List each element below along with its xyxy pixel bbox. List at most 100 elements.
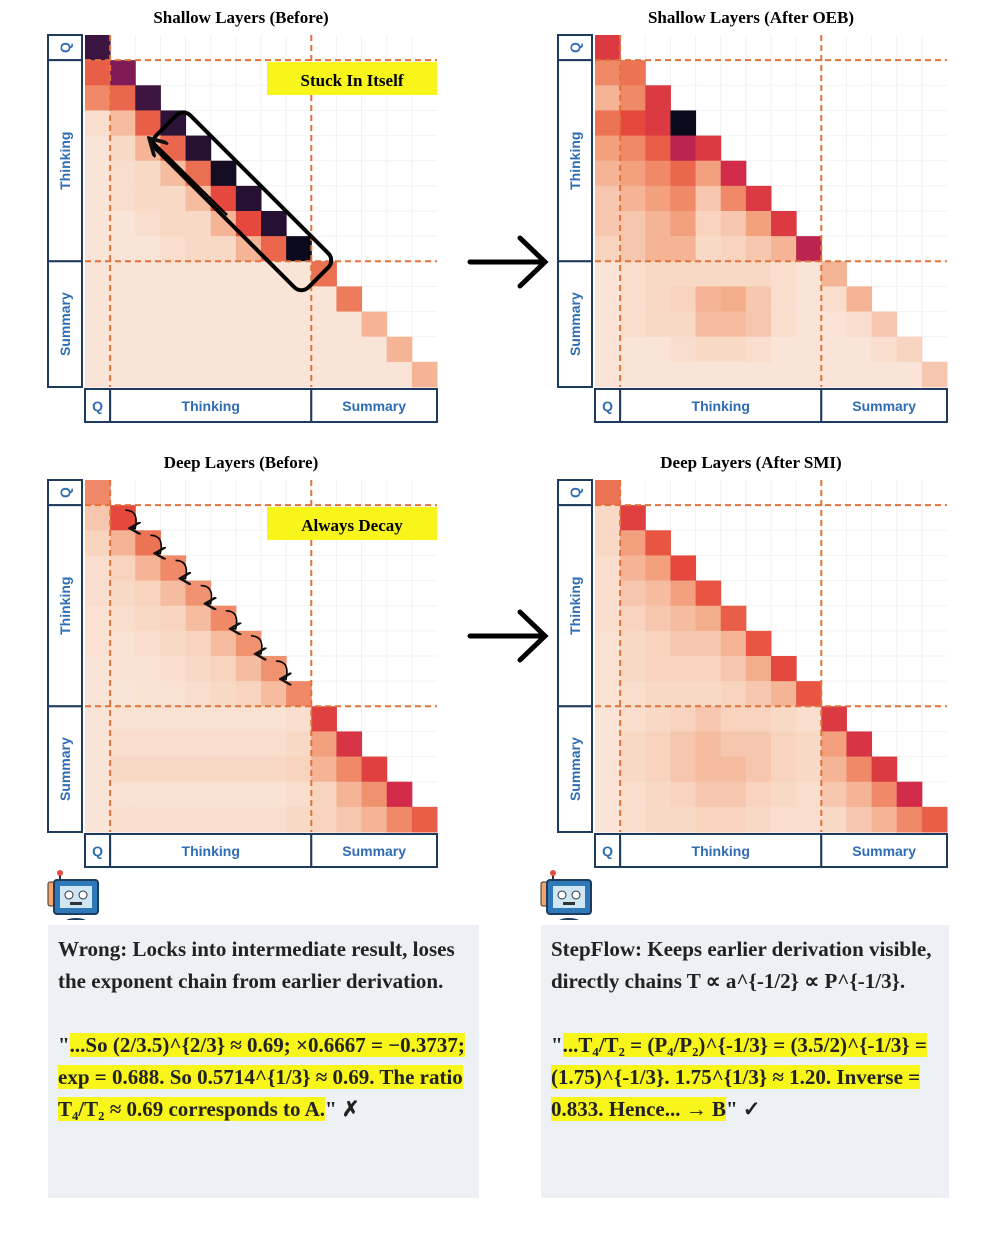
heat-cell: [286, 236, 312, 262]
heat-cell: [620, 605, 646, 632]
heat-cell: [745, 781, 772, 808]
col-label-box: [310, 833, 438, 868]
heat-cell: [210, 656, 237, 682]
heat-cell: [85, 336, 111, 363]
annotation-text: Stuck In Itself: [301, 71, 404, 90]
heat-cell: [695, 656, 722, 682]
heat-cell: [85, 806, 111, 833]
heat-cell: [160, 110, 187, 137]
heat-cell: [261, 656, 287, 682]
heat-cell: [135, 756, 161, 783]
heat-cell: [620, 85, 646, 111]
heat-cell: [745, 656, 772, 682]
heat-cell: [595, 236, 621, 262]
heat-cell: [645, 530, 671, 556]
row-label-box: [557, 59, 593, 263]
heat-cell: [286, 756, 312, 783]
heat-cell: [185, 236, 212, 262]
heat-cell: [620, 311, 646, 338]
heat-cell: [595, 580, 621, 607]
heat-cell: [261, 756, 287, 783]
heat-cell: [135, 236, 161, 262]
heat-cell: [595, 656, 621, 682]
highlight-outline: [151, 110, 334, 293]
col-label: Q: [602, 398, 613, 414]
col-label-box: [310, 388, 438, 423]
heat-cell: [261, 211, 287, 237]
heat-cell: [336, 361, 363, 388]
heat-cell: [645, 681, 671, 707]
heat-cell: [695, 211, 722, 237]
row-label-box: [557, 705, 593, 833]
heat-cell: [110, 756, 136, 783]
heat-cell: [620, 261, 646, 287]
col-label: Thinking: [692, 398, 750, 414]
heat-cell: [336, 311, 363, 338]
heat-cell: [620, 135, 646, 162]
decay-arrow: [200, 584, 212, 604]
heat-cell: [110, 656, 136, 682]
heat-cell: [210, 630, 237, 657]
heat-cell: [821, 361, 847, 388]
annotation-box: [267, 507, 437, 540]
row-label-box: [47, 705, 83, 833]
heat-cell: [311, 731, 337, 758]
heat-cell: [261, 311, 287, 338]
heat-cell: [85, 135, 111, 162]
heat-cell: [670, 806, 697, 833]
heat-cell: [135, 630, 161, 657]
heat-cell: [846, 336, 873, 363]
heat-cell: [871, 756, 898, 783]
heat-cell: [745, 630, 772, 657]
heat-cell: [670, 731, 697, 758]
heat-cell: [85, 756, 111, 783]
heat-cell: [110, 580, 136, 607]
heat-cell: [745, 211, 772, 237]
heat-cell: [235, 311, 262, 338]
col-label: Summary: [852, 843, 916, 859]
heat-cell: [261, 806, 287, 833]
heat-cell: [745, 236, 772, 262]
heat-cell: [620, 731, 646, 758]
heat-cell: [386, 361, 413, 388]
heat-cell: [645, 781, 671, 808]
heat-cell: [796, 681, 822, 707]
row-label: Q: [567, 42, 583, 53]
heat-cell: [720, 160, 747, 187]
heat-cell: [85, 110, 111, 137]
heat-cell: [411, 361, 438, 388]
heat-cell: [745, 806, 772, 833]
heat-cell: [821, 731, 847, 758]
heat-cell: [745, 361, 772, 388]
heat-cell: [695, 580, 722, 607]
heat-cell: [595, 311, 621, 338]
heat-cell: [595, 85, 621, 111]
decay-arrow: [250, 635, 262, 654]
heat-cell: [235, 185, 262, 212]
heat-cell: [110, 110, 136, 137]
decay-arrow: [276, 660, 287, 679]
heat-cell: [745, 311, 772, 338]
heat-cell: [210, 361, 237, 388]
heat-cell: [235, 706, 262, 732]
heat-cell: [670, 630, 697, 657]
heat-cell: [670, 656, 697, 682]
heat-cell: [620, 681, 646, 707]
heat-cell: [771, 261, 797, 287]
heat-cell: [645, 706, 671, 732]
heat-cell: [821, 806, 847, 833]
heat-cell: [620, 211, 646, 237]
heat-cell: [210, 160, 237, 187]
heat-cell: [85, 480, 111, 506]
heat-cell: [670, 605, 697, 632]
heat-cell: [210, 605, 237, 632]
heat-cell: [595, 60, 621, 86]
row-label-box: [557, 504, 593, 708]
note-heading: StepFlow: Keeps earlier derivation visib…: [551, 937, 932, 993]
heat-cell: [745, 756, 772, 783]
heat-cell: [261, 336, 287, 363]
quote-mark: ": [551, 1033, 563, 1057]
heat-cell: [110, 135, 136, 162]
heat-cell: [110, 630, 136, 657]
